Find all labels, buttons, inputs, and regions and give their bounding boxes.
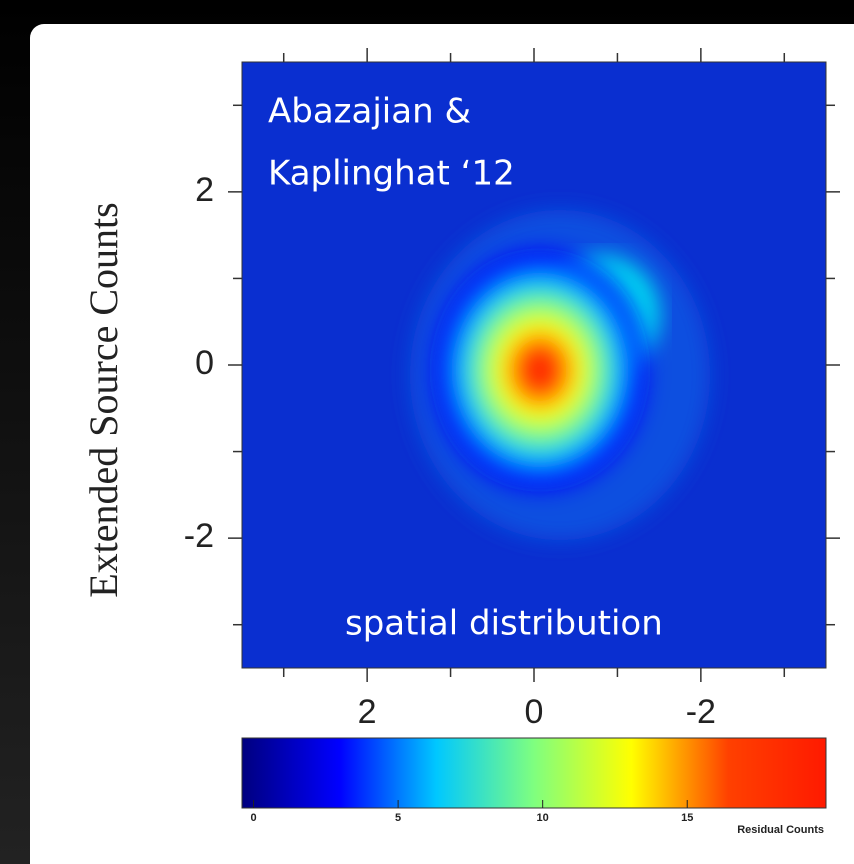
y-tick-label: 0: [195, 344, 214, 382]
credit-line: Abazajian &: [268, 92, 471, 132]
colorbar-tick-label: 10: [537, 812, 549, 824]
colorbar-tick-label: 5: [395, 812, 401, 824]
y-axis-label: Extended Source Counts: [81, 202, 126, 598]
colorbar-label: Residual Counts: [737, 824, 824, 836]
credit-line: Kaplinghat ‘12: [268, 154, 515, 194]
x-tick-label: 0: [525, 693, 544, 731]
y-tick-label: -2: [184, 517, 214, 555]
caption: spatial distribution: [345, 604, 663, 644]
excess: [425, 240, 655, 500]
slide: Abazajian & Kaplinghat ‘12 spatial distr…: [0, 0, 854, 864]
colorbar-tick-label: 15: [681, 812, 693, 824]
colorbar-tick-label: 0: [251, 812, 257, 824]
x-tick-label: 2: [358, 693, 377, 731]
colorbar: [242, 738, 826, 808]
x-tick-label: -2: [686, 693, 716, 731]
y-tick-label: 2: [195, 171, 214, 209]
